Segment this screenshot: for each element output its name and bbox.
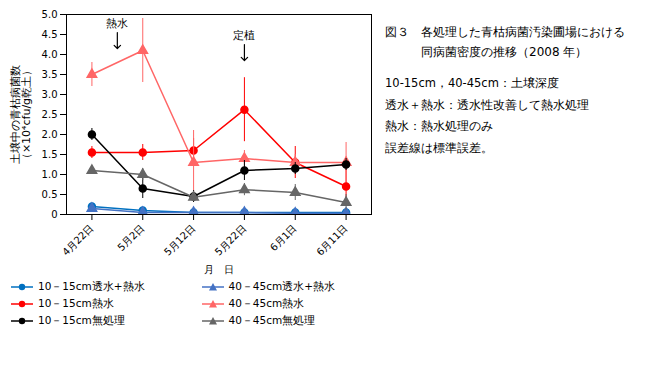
html-text:10－15cm熱水: 10－15cm熱水 bbox=[38, 297, 114, 309]
svg-text:定植: 定植 bbox=[233, 29, 255, 42]
svg-text:土壌中の青枯病菌数（×10⁴cfu/g乾土）: 土壌中の青枯病菌数（×10⁴cfu/g乾土） bbox=[9, 65, 33, 164]
svg-text:5月12日: 5月12日 bbox=[162, 222, 197, 257]
html-text:40－45cm透水+熱水: 40－45cm透水+熱水 bbox=[228, 280, 335, 292]
svg-text:3.0: 3.0 bbox=[42, 89, 58, 100]
svg-text:熱水: 熱水 bbox=[106, 17, 128, 30]
svg-text:0.5: 0.5 bbox=[42, 189, 58, 200]
svg-text:4.5: 4.5 bbox=[42, 29, 58, 40]
svg-text:1.0: 1.0 bbox=[42, 169, 58, 180]
svg-text:2.5: 2.5 bbox=[42, 109, 58, 120]
svg-text:月 日: 月 日 bbox=[204, 264, 234, 275]
svg-text:4月22日: 4月22日 bbox=[60, 222, 95, 257]
html-text:熱水：熱水処理のみ: 熱水：熱水処理のみ bbox=[385, 119, 493, 134]
svg-text:1.5: 1.5 bbox=[42, 149, 58, 160]
svg-text:4.0: 4.0 bbox=[42, 49, 58, 60]
svg-text:3.5: 3.5 bbox=[42, 69, 58, 80]
svg-text:5月22日: 5月22日 bbox=[213, 222, 248, 257]
svg-text:6月1日: 6月1日 bbox=[268, 222, 299, 253]
html-text:10－15cm無処理: 10－15cm無処理 bbox=[38, 314, 125, 326]
html-text:40－45cm熱水: 40－45cm熱水 bbox=[228, 297, 305, 309]
svg-text:5月2日: 5月2日 bbox=[116, 222, 147, 253]
html-text:誤差線は標準誤差。: 誤差線は標準誤差。 bbox=[385, 141, 493, 156]
svg-text:2.0: 2.0 bbox=[42, 129, 58, 140]
html-text:図３ 各処理した青枯病菌汚染圃場における 同病菌密度の推移（: 図３ 各処理した青枯病菌汚染圃場における 同病菌密度の推移（2008 年） bbox=[385, 25, 625, 60]
html-text:10－15cm透水+熱水: 10－15cm透水+熱水 bbox=[38, 280, 145, 292]
svg-text:6月11日: 6月11日 bbox=[314, 222, 349, 257]
html-text:透水＋熱水：透水性改善して熱水処理: 透水＋熱水：透水性改善して熱水処理 bbox=[385, 97, 589, 112]
html-text:40－45cm無処理: 40－45cm無処理 bbox=[228, 314, 316, 326]
svg-text:5.0: 5.0 bbox=[42, 9, 58, 20]
svg-text:0: 0 bbox=[51, 209, 57, 220]
html-text:10-15cm，40-45cm：土壌深度: 10-15cm，40-45cm：土壌深度 bbox=[385, 75, 559, 90]
